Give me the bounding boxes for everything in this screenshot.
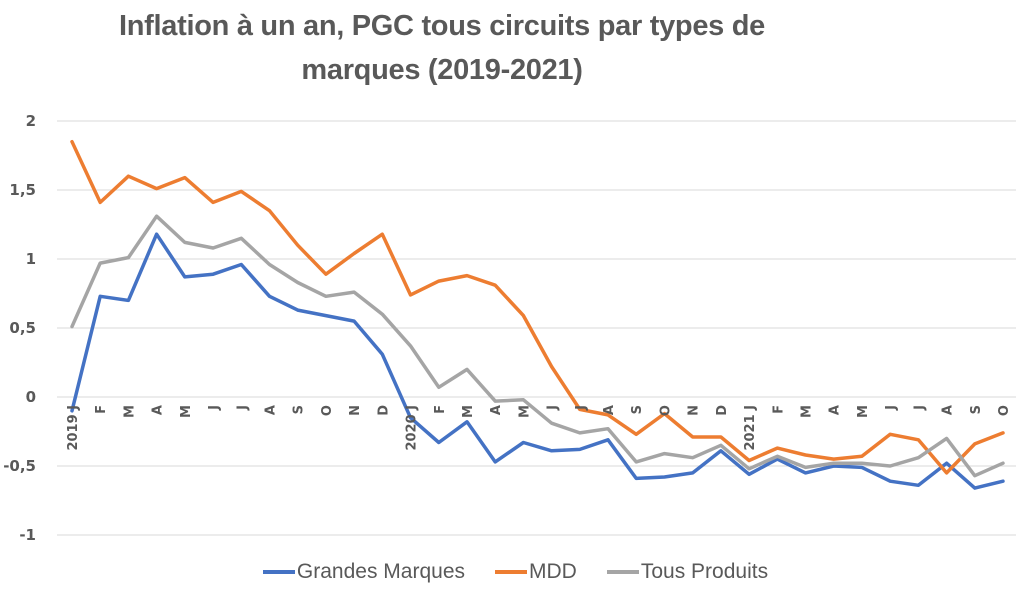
chart-title-line-1: Inflation à un an, PGC tous circuits par…	[119, 10, 765, 42]
x-tick-label: D	[715, 405, 730, 416]
x-tick-label: J	[912, 405, 927, 411]
x-tick-label: A	[151, 405, 166, 415]
y-tick-label: 1	[26, 250, 36, 268]
legend: Grandes Marques MDD Tous Produits	[0, 560, 1031, 584]
chart-title-line-2: marques (2019-2021)	[301, 54, 583, 86]
legend-item-tous-produits[interactable]: Tous Produits	[606, 560, 769, 584]
x-tick-label: O	[658, 405, 673, 416]
x-tick-label: S	[630, 405, 645, 414]
x-tick-label: M	[517, 405, 532, 418]
x-tick-label: J	[207, 405, 222, 411]
x-tick-label: M	[856, 405, 871, 418]
legend-label-grandes-marques: Grandes Marques	[296, 560, 466, 583]
y-tick-label: -1	[19, 526, 36, 544]
x-tick-label: F	[94, 405, 109, 414]
x-tick-label: A	[941, 405, 956, 415]
legend-swatch-grandes-marques	[262, 570, 295, 574]
series-lines	[70, 139, 1005, 490]
x-tick-label: A	[602, 405, 617, 415]
y-axis-ticks: 2 1,5 1 0,5 0 -0,5 -1	[3, 112, 36, 544]
y-tick-label: 2	[26, 112, 36, 130]
x-tick-label: J	[235, 405, 250, 411]
y-tick-label: -0,5	[3, 457, 36, 475]
x-tick-label: A	[489, 405, 504, 415]
x-tick-label: 2019 J	[66, 405, 81, 451]
x-tick-label: J	[884, 405, 899, 411]
x-tick-label: S	[292, 405, 307, 414]
x-tick-label: M	[800, 405, 815, 418]
x-tick-label: J	[574, 405, 589, 411]
legend-item-mdd[interactable]: MDD	[495, 560, 577, 584]
legend-label-mdd: MDD	[529, 560, 577, 583]
x-tick-label: A	[263, 405, 278, 415]
x-tick-label: D	[376, 405, 391, 416]
legend-label-tous-produits: Tous Produits	[640, 560, 769, 583]
chart-title: Inflation à un an, PGC tous circuits par…	[0, 4, 884, 92]
x-tick-label: F	[433, 405, 448, 414]
x-tick-label: M	[122, 405, 137, 418]
y-tick-label: 1,5	[9, 181, 36, 199]
x-tick-label: 2021 J	[743, 405, 758, 451]
x-tick-label: M	[461, 405, 476, 418]
x-axis-ticks: 2019 J F M A M J J A S O N D 2020 J F M A M J J A S O N D 2021 J…	[66, 405, 1012, 451]
x-tick-label: O	[997, 405, 1012, 416]
series-line-mdd[interactable]	[70, 139, 1005, 475]
series-line-grandes-marques[interactable]	[70, 232, 1005, 490]
legend-swatch-tous-produits	[606, 570, 639, 574]
x-tick-label: O	[320, 405, 335, 416]
y-tick-label: 0,5	[9, 319, 36, 337]
x-tick-label: M	[179, 405, 194, 418]
legend-item-grandes-marques[interactable]: Grandes Marques	[262, 560, 466, 584]
x-tick-label: F	[771, 405, 786, 414]
x-tick-label: N	[687, 405, 702, 416]
y-tick-label: 0	[26, 388, 36, 406]
x-tick-label: N	[348, 405, 363, 416]
x-tick-label: A	[828, 405, 843, 415]
x-tick-label: S	[969, 405, 984, 414]
series-line-tous-produits[interactable]	[70, 214, 1005, 478]
legend-swatch-mdd	[495, 570, 528, 574]
x-tick-label: J	[546, 405, 561, 411]
x-tick-label: 2020 J	[405, 405, 420, 451]
